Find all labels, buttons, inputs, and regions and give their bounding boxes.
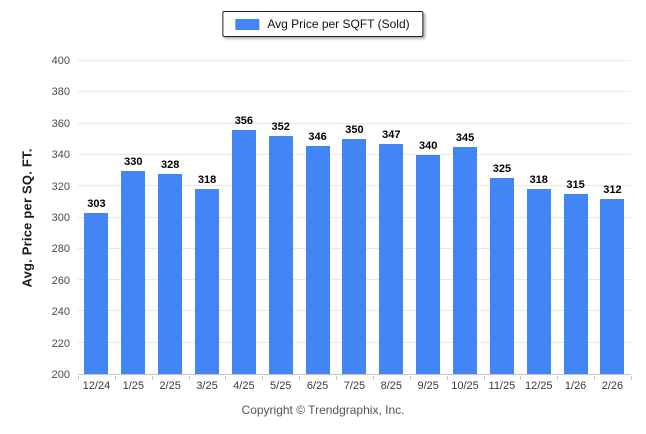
bar-value-label: 356 [234, 114, 254, 127]
x-axis-tick [446, 376, 448, 380]
x-axis-tick [631, 376, 632, 380]
bar-value-label: 312 [603, 183, 622, 196]
bar-value-label: 330 [124, 155, 143, 168]
y-axis-tick-labels: 200 220 240 260 280 300 320 340 360 380 400 [0, 55, 70, 381]
bar-slot: 356 [225, 61, 262, 374]
x-tick-label: 8/25 [380, 380, 403, 392]
x-tick-label: 2/25 [159, 380, 181, 392]
x-tick-label: 3/25 [196, 380, 218, 392]
y-tick-label: 260 [51, 274, 70, 287]
bar-value-label: 345 [455, 132, 475, 145]
x-axis-tick [188, 376, 190, 380]
x-tick-label: 9/25 [417, 380, 439, 392]
bar-slot: 318 [520, 61, 557, 374]
y-tick-label: 280 [51, 243, 70, 256]
x-tick-label: 11/25 [488, 380, 516, 392]
x-axis-labels: 12/24 1/25 2/25 3/25 4/25 5/25 6/25 7/25 8/25 9/2… [78, 380, 631, 392]
bar[interactable] [305, 145, 330, 374]
bar-slot: 328 [152, 61, 189, 374]
x-axis-ticks [78, 375, 632, 380]
y-tick-label: 200 [51, 369, 70, 381]
x-axis-tick [114, 376, 116, 380]
x-axis-tick [336, 376, 338, 380]
bar[interactable] [342, 139, 367, 374]
bar-value-label: 340 [418, 139, 438, 152]
bar[interactable] [416, 154, 441, 374]
x-tick-label: 10/25 [451, 380, 479, 392]
chart-legend: Avg Price per SQFT (Sold) [222, 11, 424, 37]
bar-slot: 318 [189, 61, 226, 374]
x-axis-tick [299, 376, 301, 380]
y-tick-label: 360 [51, 117, 70, 130]
bar-value-label: 328 [160, 158, 180, 171]
bar-slot: 352 [262, 61, 299, 374]
bar-slot: 347 [373, 61, 410, 374]
bar-value-label: 315 [566, 179, 585, 192]
x-tick-label: 2/26 [601, 380, 624, 392]
bar-slot: 325 [483, 61, 520, 374]
x-axis-tick [78, 376, 79, 380]
gridline [78, 60, 631, 61]
x-tick-label: 6/25 [306, 380, 329, 392]
x-axis-tick [409, 376, 411, 380]
bar[interactable] [231, 129, 256, 374]
bar[interactable] [526, 189, 551, 374]
bar-value-label: 352 [271, 121, 290, 134]
x-tick-label: 1/25 [122, 380, 144, 392]
x-tick-label: 4/25 [233, 380, 255, 392]
bar-value-label: 347 [382, 128, 401, 141]
bar[interactable] [268, 136, 293, 374]
x-axis-tick [372, 376, 374, 380]
x-axis-tick [594, 376, 596, 380]
x-axis-tick [483, 376, 485, 380]
bar-slot: 340 [410, 61, 447, 374]
legend-swatch-icon [235, 18, 260, 30]
y-tick-label: 300 [51, 212, 70, 224]
gridline [78, 91, 631, 93]
bar-value-label: 346 [308, 130, 327, 143]
bar-value-label: 325 [492, 163, 512, 176]
bar-slot: 345 [447, 61, 484, 374]
bar[interactable] [600, 198, 625, 374]
bar[interactable] [84, 212, 109, 374]
bar-slot: 330 [115, 61, 152, 374]
bar[interactable] [195, 189, 219, 374]
x-tick-label: 5/25 [270, 380, 292, 392]
x-axis-tick [557, 376, 559, 380]
bar-value-label: 303 [87, 197, 106, 210]
bar-value-label: 350 [345, 124, 364, 137]
bar-value-label: 318 [529, 174, 548, 187]
bar-slot: 315 [557, 61, 594, 374]
bar-slot: 350 [336, 61, 373, 374]
y-tick-label: 400 [51, 55, 70, 67]
y-tick-label: 340 [51, 149, 70, 162]
plot-area: 303 330 328 318 356 352 346 350 347 340 345 325 318 3… [78, 60, 631, 375]
y-tick-label: 220 [51, 337, 70, 350]
bar[interactable] [563, 194, 588, 374]
bar[interactable] [121, 170, 146, 374]
bar[interactable] [379, 143, 404, 374]
bar-slot: 346 [299, 61, 336, 374]
x-tick-label: 1/26 [564, 380, 587, 392]
x-axis-tick [151, 376, 153, 380]
x-axis-tick [520, 376, 522, 380]
gridline [78, 122, 631, 124]
x-tick-label: 7/25 [343, 380, 366, 392]
x-axis-tick [262, 376, 264, 380]
legend-label: Avg Price per SQFT (Sold) [267, 17, 410, 31]
bar[interactable] [158, 173, 183, 374]
copyright-text: Copyright © Trendgraphix, Inc. [241, 403, 405, 417]
x-axis-tick [225, 376, 227, 380]
bar[interactable] [453, 147, 478, 374]
bar-slot: 303 [78, 61, 115, 374]
bar-value-label: 318 [197, 174, 217, 187]
y-tick-label: 380 [51, 86, 70, 99]
y-tick-label: 320 [51, 180, 70, 193]
bar[interactable] [489, 178, 514, 374]
y-tick-label: 240 [51, 306, 70, 319]
x-tick-label: 12/25 [524, 380, 553, 392]
bar-slot: 312 [594, 61, 631, 374]
x-tick-label: 12/24 [82, 380, 111, 392]
